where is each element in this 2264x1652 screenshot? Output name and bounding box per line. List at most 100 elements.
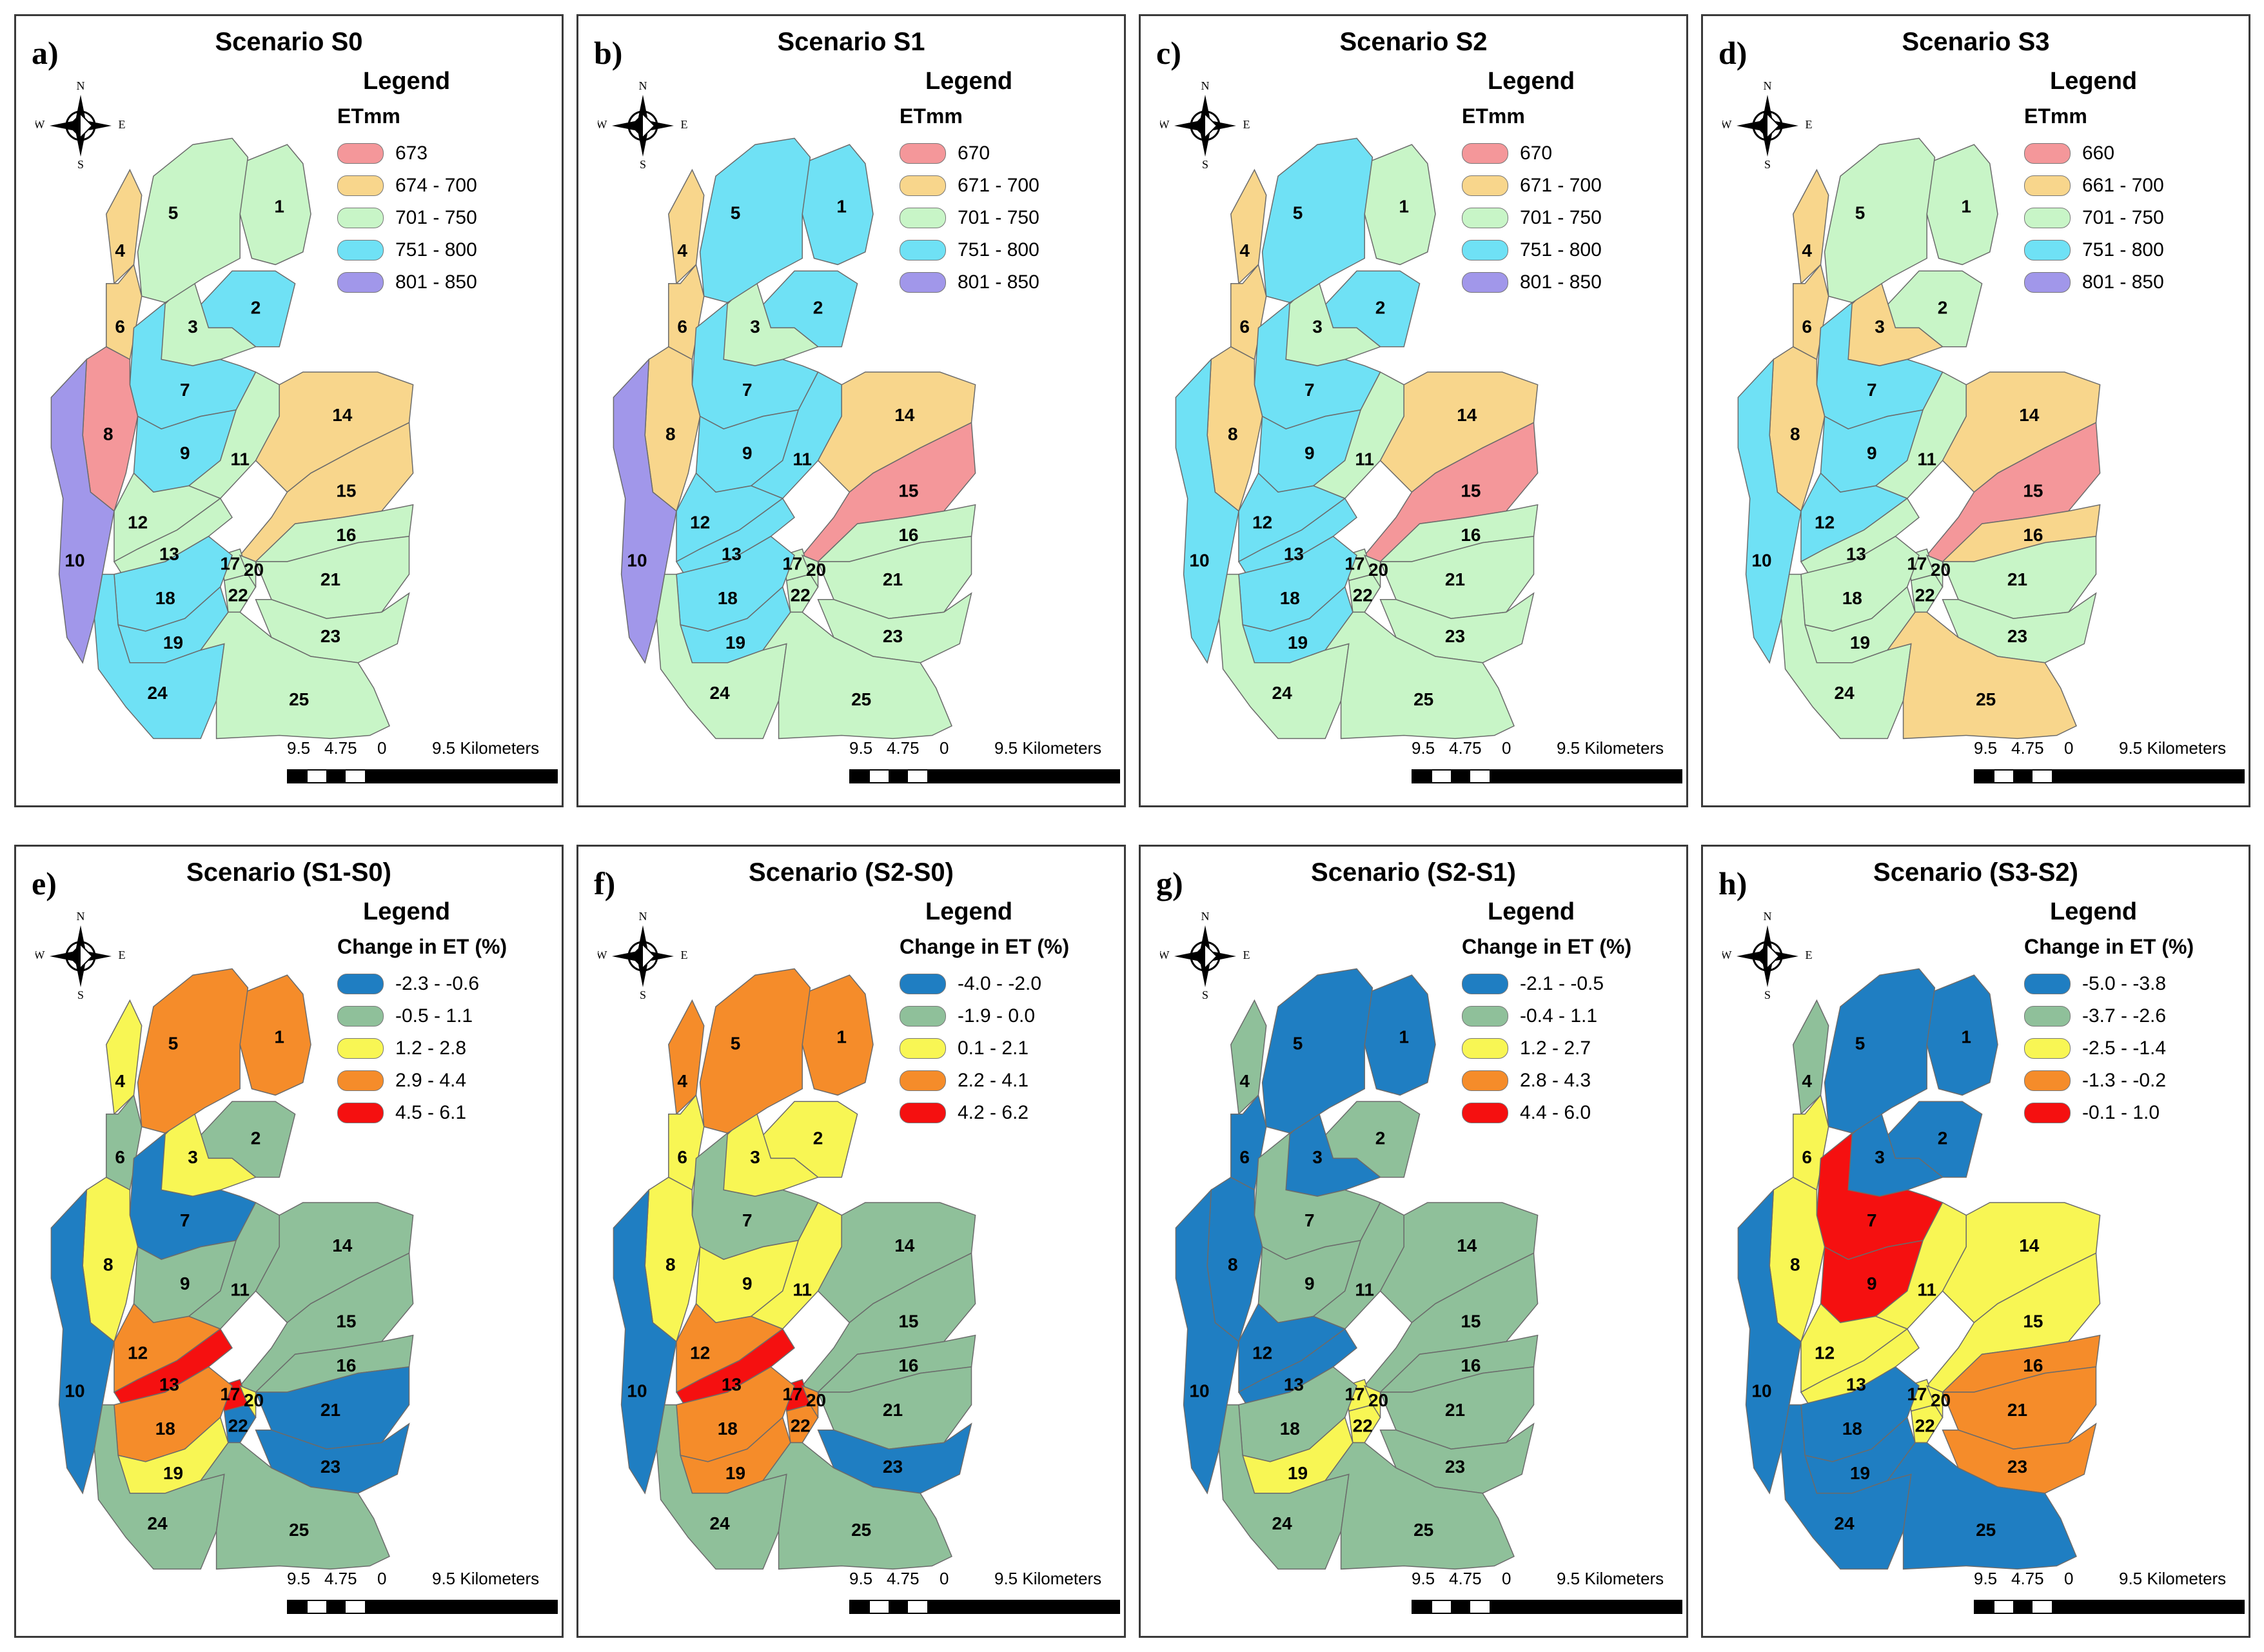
legend-swatch [337,1103,384,1123]
subbasin-label-24: 24 [710,683,731,703]
legend-swatch [337,240,384,261]
scale-label: 9.5 Kilometers [432,738,540,758]
scale-bar: 9.5 4.75 0 9.5 Kilometers [287,738,558,796]
subbasin-label-8: 8 [665,1254,676,1274]
subbasin-label-5: 5 [731,1033,741,1053]
subbasin-label-6: 6 [1239,1147,1250,1167]
subbasin-label-1: 1 [1961,1027,1971,1047]
subbasin-label-2: 2 [813,297,823,317]
subbasin-label-12: 12 [1815,1343,1835,1363]
subbasin-label-20: 20 [244,560,264,580]
subbasin-label-25: 25 [1976,689,1996,709]
scale-bar-strip [849,1600,1120,1614]
legend-item: -5.0 - -3.8 [2024,968,2237,1000]
subbasin-label-7: 7 [1304,1210,1315,1230]
legend-swatch [900,240,946,261]
legend-swatch [900,1103,946,1123]
legend-swatch [1462,272,1508,293]
subbasin-label-8: 8 [103,424,113,444]
subbasin-label-8: 8 [103,1254,113,1274]
subbasin-label-18: 18 [1842,588,1862,608]
legend-swatch [337,208,384,228]
subbasin-label-23: 23 [320,626,340,646]
legend-item: -0.1 - 1.0 [2024,1097,2237,1129]
subbasin-label-20: 20 [1368,560,1388,580]
north-arrow-icon: N S W E [1722,81,1813,171]
scale-label: 0 [2064,1569,2074,1588]
legend-swatch [1462,240,1508,261]
subbasin-label-7: 7 [1304,380,1315,400]
legend-item: -3.7 - -2.6 [2024,1000,2237,1032]
subbasin-25 [762,611,952,740]
legend-swatch [337,143,384,164]
subbasin-label-3: 3 [1312,317,1323,337]
legend: Legend ETmm 670 671 - 700 701 - 750 751 - 800… [1462,68,1675,299]
compass-label-e: E [119,118,126,131]
subbasin-4 [1793,999,1829,1116]
scale-label: 0 [1502,738,1511,758]
scale-label: 9.5 Kilometers [1557,738,1664,758]
compass-label-w: W [1722,118,1732,131]
legend-label: -0.5 - 1.1 [395,1005,473,1027]
legend-item: 2.9 - 4.4 [337,1065,550,1097]
subbasin-1 [802,974,874,1096]
subbasin-22 [785,573,819,613]
legend-item: 801 - 850 [1462,266,1675,299]
subbasin-label-16: 16 [336,525,356,545]
subbasin-label-12: 12 [128,513,148,533]
subbasin-label-3: 3 [188,317,198,337]
subbasin-label-5: 5 [1293,202,1303,222]
subbasin-label-23: 23 [2007,1457,2027,1477]
legend-item: 4.5 - 6.1 [337,1097,550,1129]
subbasin-label-20: 20 [806,1390,826,1410]
subbasin-label-14: 14 [2019,1235,2040,1255]
subbasin-label-16: 16 [1461,1355,1481,1375]
subbasin-label-19: 19 [163,633,183,653]
subbasin-label-25: 25 [851,1520,871,1540]
legend: Legend ETmm 670 671 - 700 701 - 750 751 - 800… [900,68,1112,299]
subbasin-label-6: 6 [677,1147,687,1167]
legend-item: 4.2 - 6.2 [900,1097,1112,1129]
legend-subtitle: Change in ET (%) [337,935,507,958]
subbasin-label-2: 2 [1375,297,1386,317]
subbasin-label-10: 10 [1189,1381,1209,1401]
compass-label-n: N [1201,81,1210,92]
legend-item: -0.4 - 1.1 [1462,1000,1675,1032]
scale-label: 0 [377,1569,387,1588]
legend-label: 701 - 750 [395,207,477,228]
scale-label: 9.5 [287,1569,311,1588]
subbasin-label-8: 8 [1790,1254,1800,1274]
subbasin-label-4: 4 [677,1071,687,1091]
legend-swatch [2024,240,2071,261]
scale-bar-strip [1974,1600,2245,1614]
subbasin-label-11: 11 [230,449,250,469]
subbasin-label-11: 11 [1355,1280,1374,1300]
legend-swatch [900,1070,946,1091]
subbasin-4 [668,999,705,1116]
subbasin-label-15: 15 [1461,1312,1481,1332]
legend-heading: Legend [925,68,1013,95]
subbasin-label-18: 18 [155,588,175,608]
subbasin-label-11: 11 [1917,449,1936,469]
scale-label: 9.5 [287,738,311,758]
panel-letter: b) [594,35,623,71]
legend-heading: Legend [1488,898,1575,925]
scale-label: 9.5 [1974,1569,1998,1588]
subbasin-label-15: 15 [2023,481,2043,501]
subbasin-label-2: 2 [1938,297,1948,317]
subbasin-label-1: 1 [274,197,284,217]
legend-swatch [2024,272,2071,293]
scale-bar: 9.5 4.75 0 9.5 Kilometers [1974,1569,2245,1627]
subbasin-5 [137,137,249,304]
subbasin-label-23: 23 [320,1457,340,1477]
legend-swatch [1462,1006,1508,1027]
subbasin-label-5: 5 [168,1033,179,1053]
scale-label: 4.75 [324,738,357,758]
subbasin-label-22: 22 [791,1415,811,1435]
legend: Legend ETmm 660 661 - 700 701 - 750 751 - 800… [2024,68,2237,299]
subbasin-label-16: 16 [336,1355,356,1375]
legend-swatch [900,208,946,228]
north-arrow-icon: N S W E [598,81,688,171]
legend-label: 670 [958,143,990,164]
subbasin-label-6: 6 [1802,1147,1812,1167]
